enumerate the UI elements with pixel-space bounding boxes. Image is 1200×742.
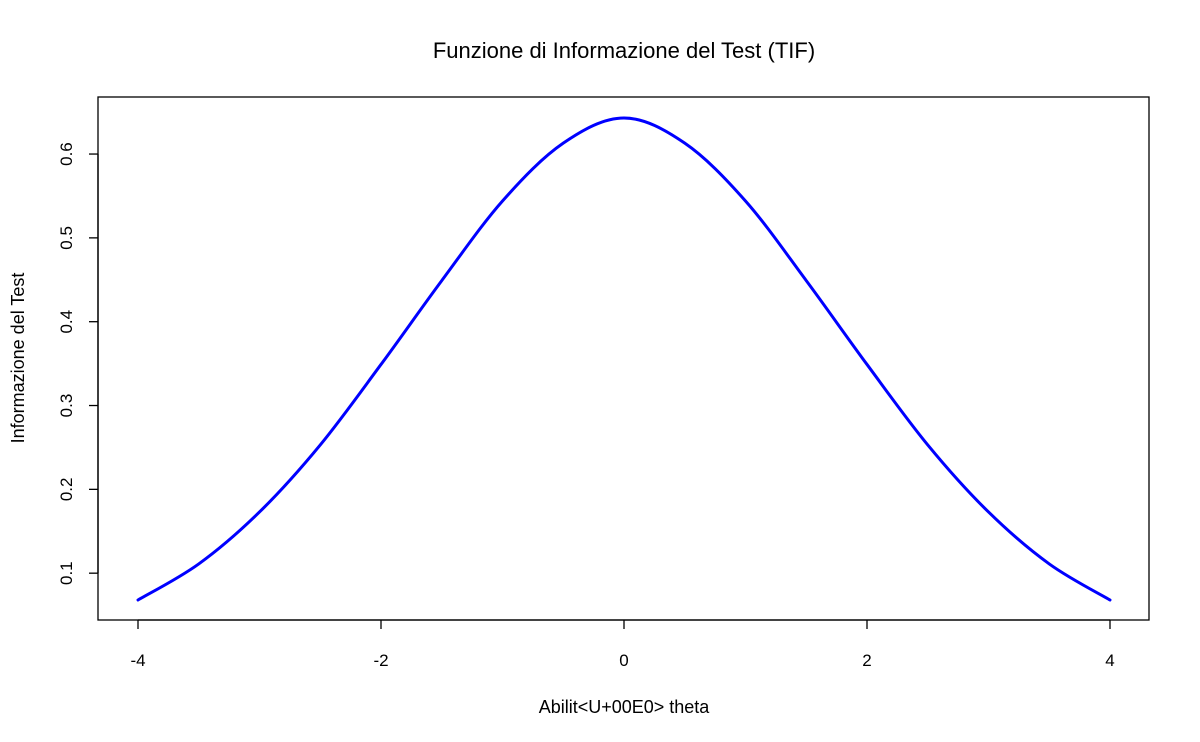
- x-axis-label: Abilit<U+00E0> theta: [539, 697, 711, 717]
- y-tick-label: 0.1: [57, 561, 76, 585]
- tif-curve-line: [136, 116, 1112, 602]
- y-axis: 0.1 0.2 0.3 0.4 0.5 0.6: [57, 142, 99, 585]
- y-axis-label: Informazione del Test: [8, 273, 28, 444]
- y-tick-label: 0.2: [57, 478, 76, 502]
- x-tick-label: -2: [373, 651, 388, 670]
- chart-title: Funzione di Informazione del Test (TIF): [433, 38, 815, 63]
- x-axis: -4 -2 0 2 4: [130, 619, 1115, 670]
- x-tick-label: -4: [130, 651, 145, 670]
- plot-frame: [97, 96, 1150, 621]
- y-tick-label: 0.3: [57, 394, 76, 418]
- y-tick-label: 0.5: [57, 226, 76, 250]
- y-tick-label: 0.6: [57, 142, 76, 166]
- series-layer: [136, 116, 1112, 602]
- x-tick-label: 0: [619, 651, 628, 670]
- x-tick-label: 2: [862, 651, 871, 670]
- y-tick-label: 0.4: [57, 310, 76, 334]
- x-tick-label: 4: [1105, 651, 1114, 670]
